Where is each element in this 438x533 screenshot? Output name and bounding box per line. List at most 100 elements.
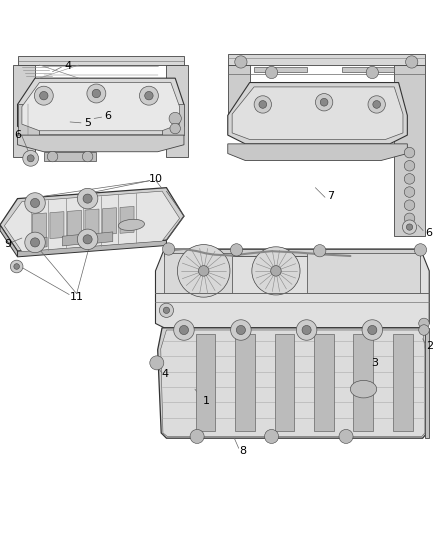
Polygon shape xyxy=(353,334,373,431)
Polygon shape xyxy=(394,65,425,236)
Polygon shape xyxy=(228,65,250,135)
Circle shape xyxy=(177,245,230,297)
Circle shape xyxy=(170,123,180,134)
Polygon shape xyxy=(67,211,81,237)
Circle shape xyxy=(31,238,39,247)
Circle shape xyxy=(406,56,418,68)
Text: 4: 4 xyxy=(161,369,168,379)
Text: 1: 1 xyxy=(202,397,209,406)
Circle shape xyxy=(82,151,93,162)
Circle shape xyxy=(404,200,415,211)
Text: 9: 9 xyxy=(4,239,11,249)
Polygon shape xyxy=(314,334,334,431)
Polygon shape xyxy=(18,104,39,135)
Polygon shape xyxy=(425,328,429,438)
Circle shape xyxy=(414,244,427,256)
Circle shape xyxy=(362,320,382,340)
Circle shape xyxy=(198,265,209,276)
Text: 3: 3 xyxy=(371,358,378,368)
Circle shape xyxy=(265,430,279,443)
Polygon shape xyxy=(196,334,215,431)
Text: 6: 6 xyxy=(14,130,21,140)
Circle shape xyxy=(252,247,300,295)
Circle shape xyxy=(404,187,415,197)
Circle shape xyxy=(180,326,188,335)
Ellipse shape xyxy=(350,381,377,398)
Text: 8: 8 xyxy=(240,446,247,456)
Polygon shape xyxy=(161,330,425,437)
Circle shape xyxy=(139,86,159,105)
Circle shape xyxy=(162,243,175,255)
Text: 7: 7 xyxy=(327,191,334,201)
Polygon shape xyxy=(22,83,180,131)
Circle shape xyxy=(302,326,311,335)
Polygon shape xyxy=(228,54,425,65)
Circle shape xyxy=(271,265,281,276)
Polygon shape xyxy=(4,191,180,252)
Circle shape xyxy=(404,147,415,158)
Polygon shape xyxy=(342,67,394,71)
Polygon shape xyxy=(85,209,99,236)
Circle shape xyxy=(368,96,385,113)
Circle shape xyxy=(265,66,278,78)
Polygon shape xyxy=(228,83,407,144)
Circle shape xyxy=(254,96,272,113)
Circle shape xyxy=(163,307,170,313)
Circle shape xyxy=(34,86,53,105)
Text: 10: 10 xyxy=(148,174,162,184)
Text: 2: 2 xyxy=(426,341,433,351)
Circle shape xyxy=(47,151,58,162)
Circle shape xyxy=(23,150,39,166)
Polygon shape xyxy=(166,65,188,157)
Circle shape xyxy=(39,92,48,100)
Polygon shape xyxy=(18,56,184,65)
Text: 4: 4 xyxy=(64,61,71,71)
Polygon shape xyxy=(120,206,134,233)
Circle shape xyxy=(373,101,381,108)
Circle shape xyxy=(159,303,173,317)
Circle shape xyxy=(237,326,245,335)
Circle shape xyxy=(92,90,101,98)
Polygon shape xyxy=(50,212,64,239)
Circle shape xyxy=(11,260,23,273)
Circle shape xyxy=(320,99,328,106)
Polygon shape xyxy=(29,237,47,248)
Polygon shape xyxy=(18,78,184,135)
Circle shape xyxy=(366,66,378,78)
Polygon shape xyxy=(102,208,117,235)
Circle shape xyxy=(87,84,106,103)
Circle shape xyxy=(14,264,19,269)
Circle shape xyxy=(404,213,415,223)
Circle shape xyxy=(419,325,429,335)
Polygon shape xyxy=(164,249,420,255)
Polygon shape xyxy=(228,144,407,160)
Circle shape xyxy=(230,244,243,256)
Circle shape xyxy=(403,220,417,234)
Circle shape xyxy=(368,326,377,335)
Circle shape xyxy=(83,194,92,203)
Circle shape xyxy=(190,430,204,443)
Circle shape xyxy=(150,356,164,370)
Polygon shape xyxy=(32,213,46,240)
Circle shape xyxy=(31,198,39,207)
Circle shape xyxy=(83,235,92,244)
Circle shape xyxy=(297,320,317,340)
Polygon shape xyxy=(155,249,429,328)
Polygon shape xyxy=(232,87,403,140)
Circle shape xyxy=(145,92,153,100)
Circle shape xyxy=(259,101,267,108)
Circle shape xyxy=(404,160,415,171)
Circle shape xyxy=(235,56,247,68)
Polygon shape xyxy=(235,334,255,431)
Circle shape xyxy=(231,320,251,340)
Ellipse shape xyxy=(118,219,145,230)
Circle shape xyxy=(339,430,353,443)
Circle shape xyxy=(174,320,194,340)
Text: 5: 5 xyxy=(84,118,91,128)
Polygon shape xyxy=(162,104,184,135)
Circle shape xyxy=(78,229,98,249)
Circle shape xyxy=(78,188,98,209)
Circle shape xyxy=(315,94,333,111)
Polygon shape xyxy=(62,235,80,246)
Circle shape xyxy=(25,232,45,253)
